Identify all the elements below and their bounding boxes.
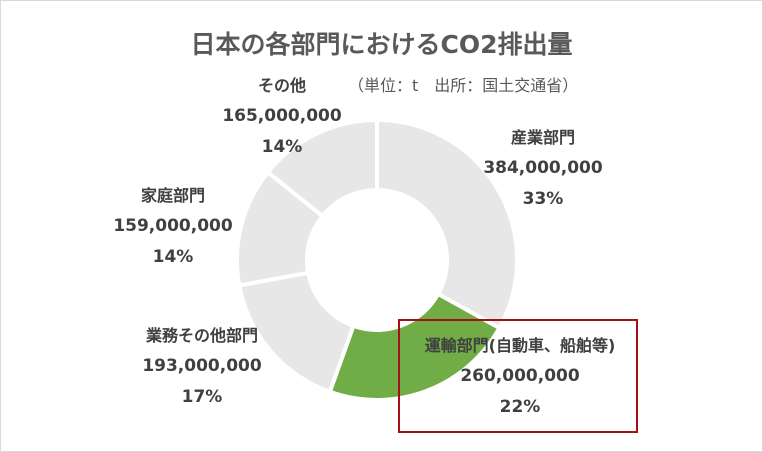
- slice-label-name: その他: [257, 76, 306, 95]
- slice-label-percent: 14%: [261, 137, 303, 157]
- chart-subtitle: （単位：t 出所：国土交通省）: [348, 76, 579, 95]
- slice-label-percent: 17%: [181, 387, 223, 407]
- slice-label-name: 運輸部門(自動車、船舶等): [424, 336, 616, 355]
- slice-label-value: 193,000,000: [142, 356, 262, 376]
- slice-label-percent: 22%: [499, 397, 541, 417]
- slice-label-value: 260,000,000: [460, 366, 580, 386]
- highlight-box: [398, 319, 638, 433]
- slice-label-industry: 産業部門 384,000,000 33%: [463, 122, 623, 215]
- slice-industry: [375, 117, 519, 331]
- slice-label-value: 165,000,000: [222, 106, 342, 126]
- slice-label-other: その他 165,000,000 14%: [202, 70, 362, 163]
- slice-label-name: 業務その他部門: [145, 326, 258, 345]
- slice-label-name: 産業部門: [510, 128, 575, 147]
- slice-label-household: 家庭部門 159,000,000 14%: [93, 180, 253, 273]
- slice-label-commercial: 業務その他部門 193,000,000 17%: [122, 320, 282, 413]
- slice-label-transport: 運輸部門(自動車、船舶等) 260,000,000 22%: [400, 330, 640, 423]
- slice-label-percent: 33%: [522, 189, 564, 209]
- slice-label-value: 384,000,000: [483, 158, 603, 178]
- slice-label-name: 家庭部門: [140, 186, 205, 205]
- slice-label-value: 159,000,000: [113, 216, 233, 236]
- slice-label-percent: 14%: [152, 247, 194, 267]
- chart-title: 日本の各部門におけるCO2排出量: [190, 30, 573, 59]
- slice-other: [265, 117, 379, 219]
